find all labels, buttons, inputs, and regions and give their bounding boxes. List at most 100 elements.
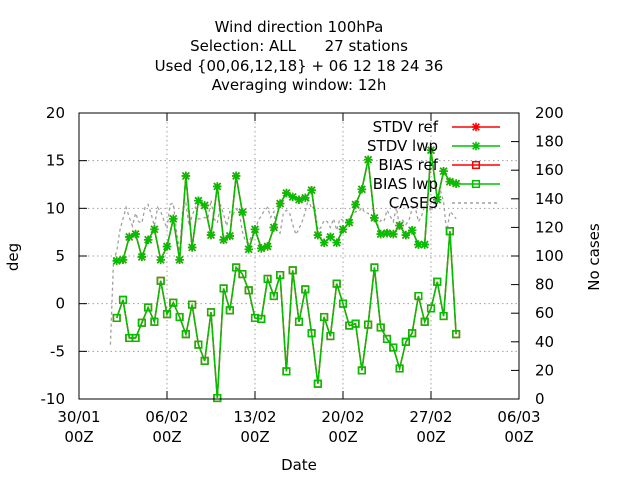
data-point-stdv-lwp (181, 171, 191, 181)
data-point-stdv-lwp (275, 199, 285, 208)
data-point-stdv-lwp (219, 235, 228, 244)
x-tick-label-hour: 00Z (504, 428, 533, 446)
title-line-4: Averaging window: 12h (212, 76, 387, 94)
y-tick-label: -5 (50, 342, 65, 360)
y-tick-labels: -10 -5 0 5 10 15 20 (41, 104, 66, 408)
data-point-stdv-lwp (332, 238, 341, 247)
y2-tick-label: 60 (535, 304, 554, 322)
data-point-bias-lwp (232, 263, 241, 272)
data-point-bias-lwp (376, 323, 385, 332)
data-point-bias-lwp (118, 295, 128, 304)
y2-tick-label: 80 (535, 276, 554, 294)
data-point-stdv-lwp (175, 255, 184, 265)
data-point-stdv-lwp (407, 226, 417, 235)
data-point-stdv-lwp (231, 171, 241, 181)
y2-tick-labels: 0 20 40 60 80 100 120 140 160 180 200 (535, 104, 564, 408)
data-point-stdv-lwp (357, 185, 367, 194)
data-point-stdv-lwp (288, 192, 297, 202)
data-point-bias-lwp (370, 263, 379, 272)
x-tick-label-date: 30/01 (57, 408, 100, 426)
data-point-bias-lwp (408, 329, 417, 338)
legend-marker (471, 179, 481, 189)
data-point-stdv-lwp (118, 255, 128, 265)
data-point-stdv-lwp (282, 188, 291, 198)
y-tick-label: -10 (41, 390, 66, 408)
data-point-bias-lwp (150, 317, 159, 326)
data-point-stdv-lwp (351, 200, 360, 209)
data-point-bias-lwp (445, 227, 454, 236)
y2-tick-label: 180 (535, 133, 564, 151)
x-tick-label-hour: 00Z (416, 428, 445, 446)
y-tick-label: 5 (55, 247, 65, 265)
x-tick-label-date: 06/03 (497, 408, 540, 426)
data-point-bias-lwp (213, 393, 222, 403)
data-point-bias-lwp (112, 313, 121, 323)
data-point-stdv-lwp (439, 166, 448, 176)
data-point-bias-lwp (269, 291, 278, 301)
data-point-bias-lwp (414, 291, 423, 301)
data-point-stdv-lwp (169, 214, 178, 224)
x-tick-label-date: 20/02 (321, 408, 364, 426)
data-point-stdv-lwp (426, 145, 436, 155)
x-axis-label: Date (281, 456, 317, 474)
data-point-bias-lwp (439, 312, 448, 321)
data-point-stdv-lwp (213, 182, 222, 191)
data-point-stdv-lwp (420, 240, 429, 249)
y-tick-label: 0 (55, 295, 65, 313)
data-point-stdv-lwp (319, 238, 329, 247)
data-point-bias-lwp (389, 343, 398, 352)
y-tick-label: 10 (46, 199, 65, 217)
y2-tick-label: 100 (535, 247, 564, 265)
data-point-bias-lwp (401, 337, 410, 346)
grid (79, 113, 519, 399)
data-point-stdv-lwp (338, 225, 348, 234)
data-point-bias-lwp (382, 334, 392, 343)
data-point-bias-lwp (257, 314, 266, 323)
data-point-bias-lwp (238, 270, 247, 279)
data-point-stdv-lwp (363, 155, 373, 164)
data-point-stdv-lwp (250, 225, 260, 234)
y-tick-label: 15 (46, 152, 65, 170)
data-point-stdv-lwp (301, 193, 310, 203)
data-point-bias-lwp (395, 364, 404, 373)
data-point-bias-lwp (433, 277, 442, 286)
data-point-bias-lwp (181, 330, 190, 339)
y2-axis-label: No cases (585, 223, 603, 291)
series-line-bias-lwp (115, 231, 457, 399)
data-point-stdv-lwp (313, 230, 323, 240)
y2-tick-label: 120 (535, 218, 564, 236)
data-point-bias-lwp (162, 310, 172, 319)
data-point-bias-lwp (188, 300, 197, 309)
data-point-bias-lwp (156, 276, 165, 285)
y2-tick-label: 40 (535, 333, 554, 351)
x-tick-labels: 30/01 00Z 06/02 00Z 13/02 00Z 20/02 00Z 27/02 00Z… (57, 408, 540, 446)
data-point-bias-lwp (225, 306, 234, 315)
data-point-bias-lwp (332, 279, 341, 288)
data-point-stdv-lwp (389, 229, 398, 239)
data-point-stdv-lwp (326, 232, 335, 242)
data-point-bias-lwp (313, 379, 322, 388)
x-tick-label-hour: 00Z (328, 428, 357, 446)
series-layer (112, 145, 461, 403)
x-tick-label-date: 27/02 (409, 408, 452, 426)
data-point-bias-lwp (307, 329, 316, 338)
title-line-1: Wind direction 100hPa (215, 18, 384, 36)
data-point-bias-lwp (206, 308, 216, 317)
data-point-stdv-lwp (137, 252, 147, 262)
data-point-bias-lwp (420, 317, 429, 326)
data-point-stdv-lwp (401, 230, 411, 240)
x-tick-label-hour: 00Z (152, 428, 181, 446)
data-point-stdv-lwp (294, 195, 304, 204)
data-point-stdv-lwp (194, 196, 203, 205)
title-line-2: Selection: ALL 27 stations (190, 37, 408, 55)
data-point-stdv-lwp (150, 225, 159, 234)
data-point-bias-lwp (326, 332, 335, 341)
data-point-stdv-lwp (162, 242, 172, 251)
y-axis-label: deg (4, 243, 22, 271)
data-point-stdv-lwp (307, 186, 316, 195)
legend-label: CASES (389, 194, 438, 212)
legend-marker (471, 141, 481, 151)
x-tick-label-hour: 00Z (64, 428, 93, 446)
